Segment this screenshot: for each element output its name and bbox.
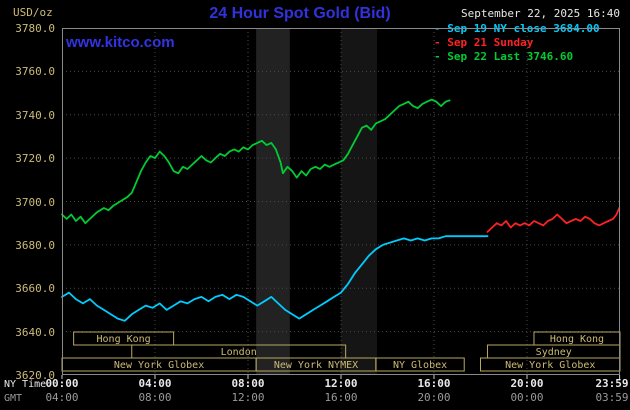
x-tick-label-ny: 23:59 bbox=[595, 377, 629, 390]
ny-time-axis-label: NY Time bbox=[4, 379, 47, 390]
y-axis-tick-label: 3640.0 bbox=[15, 325, 55, 339]
session-label: Hong Kong bbox=[97, 334, 151, 345]
y-axis-tick-label: 3620.0 bbox=[15, 369, 55, 382]
x-tick-label-ny: 04:00 bbox=[138, 377, 172, 390]
x-axis-ny-tick-labels: 00:00 04:00 08:00 12:00 16:00 20:00 23:59 bbox=[0, 377, 630, 390]
kitco-watermark-link[interactable]: www.kitco.com bbox=[66, 34, 175, 51]
y-axis-tick-label: 3780.0 bbox=[15, 22, 55, 35]
x-tick-label-ny: 00:00 bbox=[45, 377, 79, 390]
session-label: New York NYMEX bbox=[274, 360, 358, 371]
x-tick-label-gmt: 16:00 bbox=[324, 391, 358, 404]
session-label: Hong Kong bbox=[550, 334, 604, 345]
session-shading-band bbox=[341, 28, 378, 375]
series-line bbox=[61, 98, 451, 225]
series-line bbox=[486, 207, 621, 233]
y-axis-tick-label: 3740.0 bbox=[15, 108, 55, 122]
y-axis-units-label: USD/oz bbox=[13, 6, 53, 19]
gmt-axis-label: GMT bbox=[4, 393, 23, 404]
x-tick-label-gmt: 03:59 bbox=[595, 391, 629, 404]
plot-border bbox=[62, 28, 620, 375]
legend-item-sep22: - Sep 22 Last 3746.60 bbox=[434, 50, 622, 64]
session-box bbox=[375, 357, 465, 372]
x-tick-label-ny: 20:00 bbox=[510, 377, 544, 390]
session-label: Sydney bbox=[536, 347, 572, 358]
x-tick-label-ny: 16:00 bbox=[417, 377, 451, 390]
x-tick-label-ny: 12:00 bbox=[324, 377, 358, 390]
y-axis-tick-label: 3680.0 bbox=[15, 238, 55, 252]
chart-datetime: September 22, 2025 16:40 bbox=[461, 7, 620, 20]
session-label: NY Globex bbox=[393, 360, 447, 371]
y-axis-tick-label: 3760.0 bbox=[15, 65, 55, 79]
x-tick-label-gmt: 12:00 bbox=[231, 391, 265, 404]
x-axis-gmt-tick-labels: 04:00 08:00 12:00 16:00 20:00 00:00 03:59 bbox=[0, 391, 630, 404]
session-shading-band bbox=[256, 28, 290, 375]
session-label: New York Globex bbox=[505, 360, 595, 371]
y-axis-tick-label: 3660.0 bbox=[15, 282, 55, 296]
x-tick-label-gmt: 00:00 bbox=[510, 391, 544, 404]
series-line bbox=[61, 235, 489, 322]
y-axis-tick-label: 3720.0 bbox=[15, 152, 55, 166]
chart-title: 24 Hour Spot Gold (Bid) bbox=[209, 5, 391, 22]
x-tick-label-gmt: 08:00 bbox=[138, 391, 172, 404]
session-label: New York Globex bbox=[114, 360, 204, 371]
session-label: London bbox=[221, 347, 257, 358]
legend-label: Sep 21 Sunday bbox=[447, 36, 534, 49]
legend-marker-dash: - bbox=[434, 36, 441, 49]
session-box bbox=[73, 331, 175, 346]
plot-area: Hong Kong Hong Kong London Sydney New York G… bbox=[61, 28, 621, 379]
x-tick-label-gmt: 04:00 bbox=[45, 391, 79, 404]
x-tick-label-gmt: 20:00 bbox=[417, 391, 451, 404]
legend-label: Sep 22 Last 3746.60 bbox=[447, 50, 574, 63]
legend-marker-dash: - bbox=[434, 50, 441, 63]
x-tick-label-ny: 08:00 bbox=[231, 377, 265, 390]
legend-item-sep21: - Sep 21 Sunday bbox=[434, 36, 622, 50]
y-axis-tick-label: 3700.0 bbox=[15, 195, 55, 209]
